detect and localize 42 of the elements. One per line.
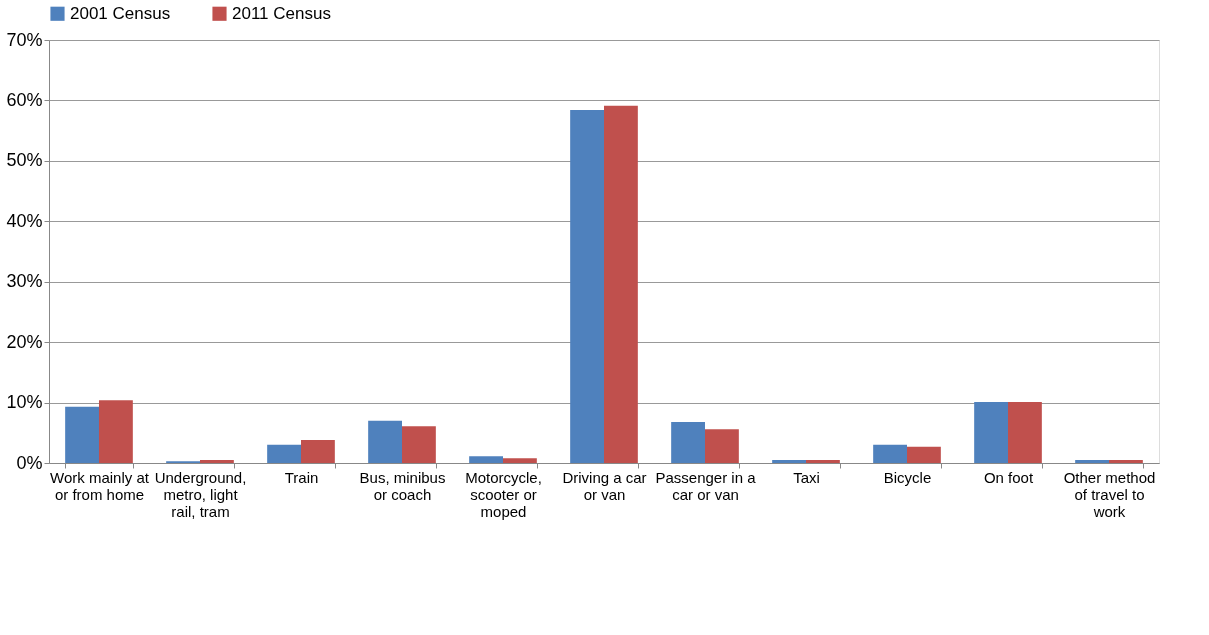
legend-label: 2001 Census xyxy=(70,3,171,23)
y-tick-label: 10% xyxy=(6,392,43,413)
bar xyxy=(65,406,99,463)
y-tick-label: 50% xyxy=(6,150,43,171)
bar xyxy=(671,421,705,463)
x-tick-label: On foot xyxy=(983,468,1034,486)
bar xyxy=(503,458,537,463)
x-tick-label: Bicycle xyxy=(883,468,932,486)
bar xyxy=(604,105,638,463)
x-tick-label: Bus, minibus or coach xyxy=(359,468,446,503)
y-tick-label: 20% xyxy=(6,331,43,352)
bar xyxy=(873,444,907,463)
y-tick-label: 0% xyxy=(16,452,43,473)
bar xyxy=(772,459,806,463)
x-tick-label: Driving a car or van xyxy=(562,468,647,503)
x-tick-label: Motorcycle, scooter or moped xyxy=(465,468,542,520)
x-tick-label: Other method of travel to work xyxy=(1063,468,1156,520)
bar xyxy=(1008,401,1042,463)
bar xyxy=(705,429,739,463)
x-tick-label: Taxi xyxy=(793,468,820,486)
x-tick-label: Train xyxy=(284,468,319,486)
bar xyxy=(974,401,1008,463)
bar xyxy=(99,400,133,463)
y-tick-label: 60% xyxy=(6,89,43,110)
y-tick-label: 70% xyxy=(6,29,43,50)
bar xyxy=(301,440,335,463)
bar xyxy=(1109,459,1143,463)
bar xyxy=(469,456,503,463)
bar xyxy=(200,459,234,463)
bar xyxy=(570,110,604,463)
x-tick-label: Work mainly at or from home xyxy=(50,468,150,503)
bar xyxy=(402,426,436,463)
y-tick-label: 30% xyxy=(6,271,43,292)
bar xyxy=(806,459,840,463)
bar xyxy=(1075,459,1109,463)
legend-label: 2011 Census xyxy=(232,3,331,23)
bar xyxy=(907,446,941,463)
bar xyxy=(368,420,402,463)
x-tick-label: Underground, metro, light rail, tram xyxy=(154,468,247,520)
x-tick-label: Passenger in a car or van xyxy=(655,468,757,503)
y-tick-label: 40% xyxy=(6,210,43,231)
bar xyxy=(267,444,301,463)
